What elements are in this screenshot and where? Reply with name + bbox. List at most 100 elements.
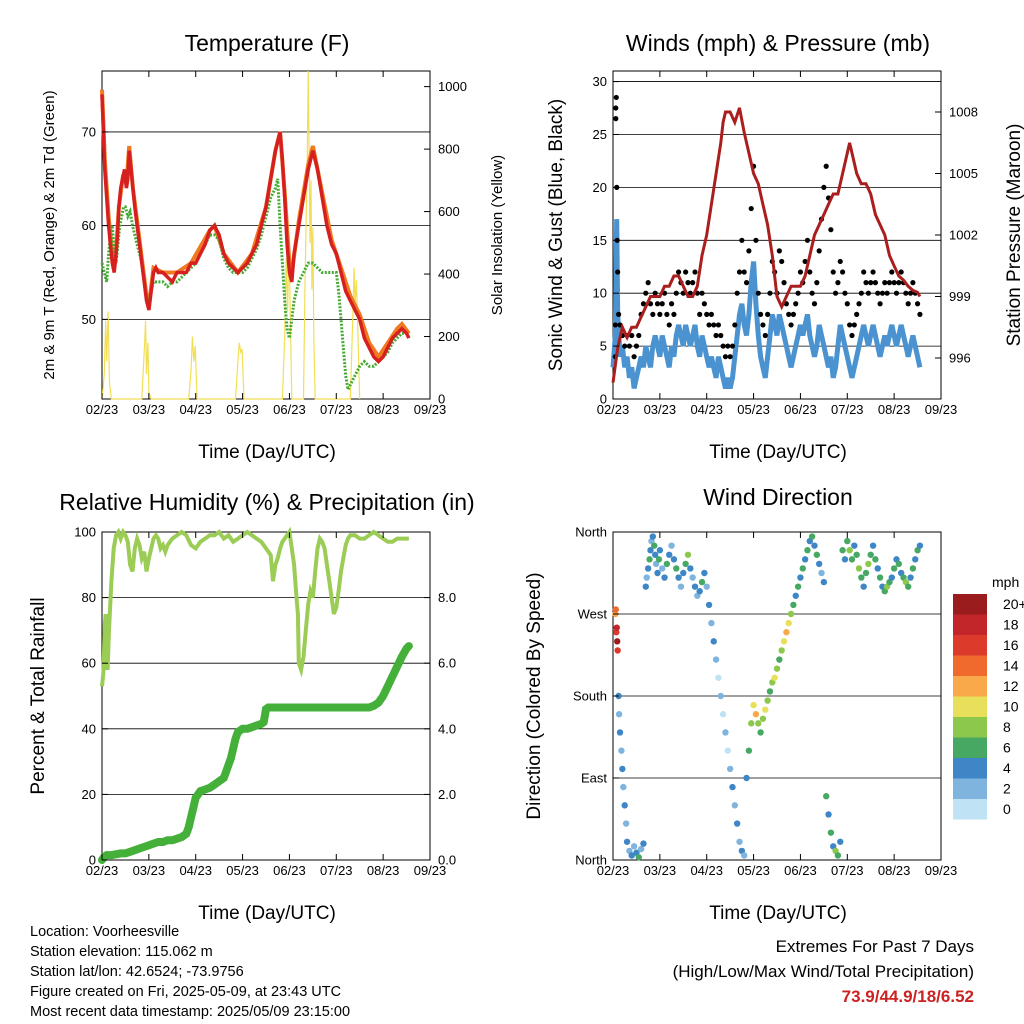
direction-point [619,765,626,773]
x-tick-label: 08/23 [878,402,911,417]
gust-point [793,301,799,307]
direction-point [785,619,792,627]
y-tick-label: 4.0 [438,721,456,736]
direction-point [651,542,658,549]
gust-point [814,280,820,286]
gust-point [861,269,867,275]
gust-point [631,354,637,360]
direction-point [750,701,757,709]
legend-label: 2 [1003,781,1011,797]
gust-point [879,290,886,296]
gust-point [898,269,904,275]
direction-point [869,542,877,549]
station-elevation: Station elevation: 115.062 m [30,944,213,960]
direction-point [848,556,856,563]
legend-label: 18 [1003,617,1019,633]
temperature-title: Temperature (F) [185,30,350,56]
gust-point [615,269,621,275]
temperature-series [100,70,411,400]
gust-point [612,322,618,328]
direction-point [622,820,630,827]
direction-point [703,583,710,590]
direction-point [808,533,816,540]
y-tick-label: East [581,771,607,786]
gust-point [652,290,658,296]
direction-point [815,560,823,568]
wind-direction-xlabel: Time (Day/UTC) [709,903,847,924]
direction-point [799,565,806,572]
y-tick-label: 30 [593,74,607,89]
relative-humidity-line [100,526,409,687]
gust-point [788,322,794,328]
direction-point [687,565,694,572]
gust-point [760,322,766,328]
direction-point [715,674,722,681]
direction-point [613,624,620,631]
gust-point [886,280,893,286]
station-latlon: Station lat/lon: 42.6524; -73.9756 [30,964,244,980]
gust-point [633,343,640,349]
gust-point [659,301,665,307]
x-tick-label: 03/23 [644,863,677,878]
direction-point [705,601,713,609]
direction-point [708,619,715,627]
gust-point [877,301,883,307]
y-tick-label: 5 [600,339,607,354]
gust-point [715,322,722,328]
gust-point [762,332,768,339]
direction-point [790,601,797,609]
x-tick-label: 02/23 [597,863,630,878]
gust-point [645,280,651,286]
gust-point [765,311,771,317]
direction-point [797,574,804,581]
direction-point [741,852,748,859]
x-tick-label: 04/23 [179,863,212,878]
gust-point [753,237,759,243]
gust-point [858,290,864,296]
direction-point [858,574,865,581]
direction-point [614,638,621,645]
humidity-xlabel: Time (Day/UTC) [198,903,336,924]
gust-point [722,354,729,360]
legend-swatch [953,655,987,676]
gust-point [849,332,855,339]
gust-point [629,332,635,339]
x-tick-label: 07/23 [320,863,353,878]
y-tick-label: 996 [949,351,971,366]
direction-point [912,556,919,563]
direction-point [620,783,627,791]
gust-point [673,290,679,296]
direction-point [787,610,795,618]
direction-point [668,542,675,549]
y-tick-label: 0 [600,392,607,407]
gust-point [854,311,860,317]
x-tick-label: 07/23 [320,402,353,417]
gust-point [779,258,785,265]
figure-created: Figure created on Fri, 2025-05-09, at 23… [30,984,342,1000]
y-tick-label: North [575,525,607,540]
direction-point [827,829,835,836]
gust-point [671,311,677,317]
y-tick-label: 0 [89,853,96,868]
direction-point [729,783,736,791]
gust-point [856,301,862,307]
direction-point [759,715,767,722]
direction-point [794,583,802,590]
gust-point [729,343,736,349]
legend-swatch [953,594,987,615]
precipitation-line [98,642,413,864]
gust-point [851,322,857,328]
direction-point [663,560,671,568]
gust-point [823,163,829,169]
gust-point [654,301,661,307]
direction-point [717,692,724,700]
gust-point [905,301,911,307]
direction-point [643,574,650,581]
direction-point [780,638,788,645]
direction-point [733,820,741,827]
y-tick-label: 1000 [438,79,467,94]
winds-ticks: 02/23 03/23 04/23 05/23 06/23 07/23 08/23 09/23… [593,71,978,417]
y-tick-label: 999 [949,289,971,304]
x-tick-label: 03/23 [644,402,677,417]
gust-point [837,258,843,265]
